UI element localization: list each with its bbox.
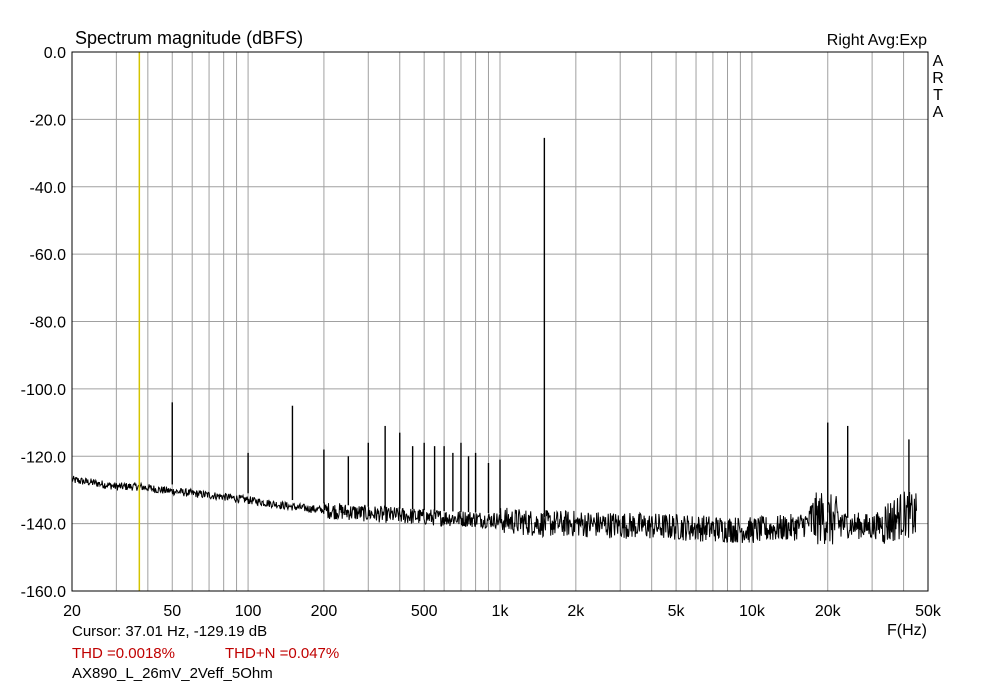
x-tick-label: 500 bbox=[411, 603, 438, 620]
y-tick-label: -80.0 bbox=[30, 315, 67, 332]
x-tick-label: 20k bbox=[815, 603, 842, 620]
x-tick-label: 50k bbox=[915, 603, 942, 620]
x-tick-label: 2k bbox=[567, 603, 585, 620]
x-tick-label: 200 bbox=[311, 603, 338, 620]
spectrum-trace bbox=[71, 137, 917, 545]
x-tick-label: 5k bbox=[668, 603, 686, 620]
y-tick-label: -140.0 bbox=[21, 517, 66, 534]
noise-floor-line bbox=[71, 475, 917, 545]
thd-readout: THD =0.0018% bbox=[72, 645, 175, 662]
y-tick-label: -20.0 bbox=[30, 112, 67, 129]
x-tick-label: 1k bbox=[492, 603, 510, 620]
x-tick-label: 50 bbox=[163, 603, 181, 620]
cursor-readout: Cursor: 37.01 Hz, -129.19 dB bbox=[72, 623, 267, 640]
x-tick-label: 20 bbox=[63, 603, 81, 620]
y-tick-label: -120.0 bbox=[21, 449, 66, 466]
plot-frame bbox=[71, 51, 929, 592]
y-tick-label: -60.0 bbox=[30, 247, 67, 264]
file-label: AX890_L_26mV_2Veff_5Ohm bbox=[72, 665, 273, 682]
y-tick-label: -40.0 bbox=[30, 180, 67, 197]
chart-title: Spectrum magnitude (dBFS) bbox=[75, 28, 303, 48]
y-tick-label: -100.0 bbox=[21, 382, 66, 399]
y-tick-label: -160.0 bbox=[21, 584, 66, 601]
avg-mode-label: Right Avg:Exp bbox=[827, 32, 927, 49]
x-tick-label: 10k bbox=[739, 603, 766, 620]
tick-labels: 20 50 100 200 500 1k 2k 5k 10k 20k 50k 0.0 -20.0 -40.… bbox=[21, 45, 942, 620]
y-tick-label: 0.0 bbox=[44, 45, 66, 62]
x-tick-label: 100 bbox=[235, 603, 262, 620]
x-axis-label: F(Hz) bbox=[887, 622, 927, 639]
thdn-readout: THD+N =0.047% bbox=[225, 645, 339, 662]
